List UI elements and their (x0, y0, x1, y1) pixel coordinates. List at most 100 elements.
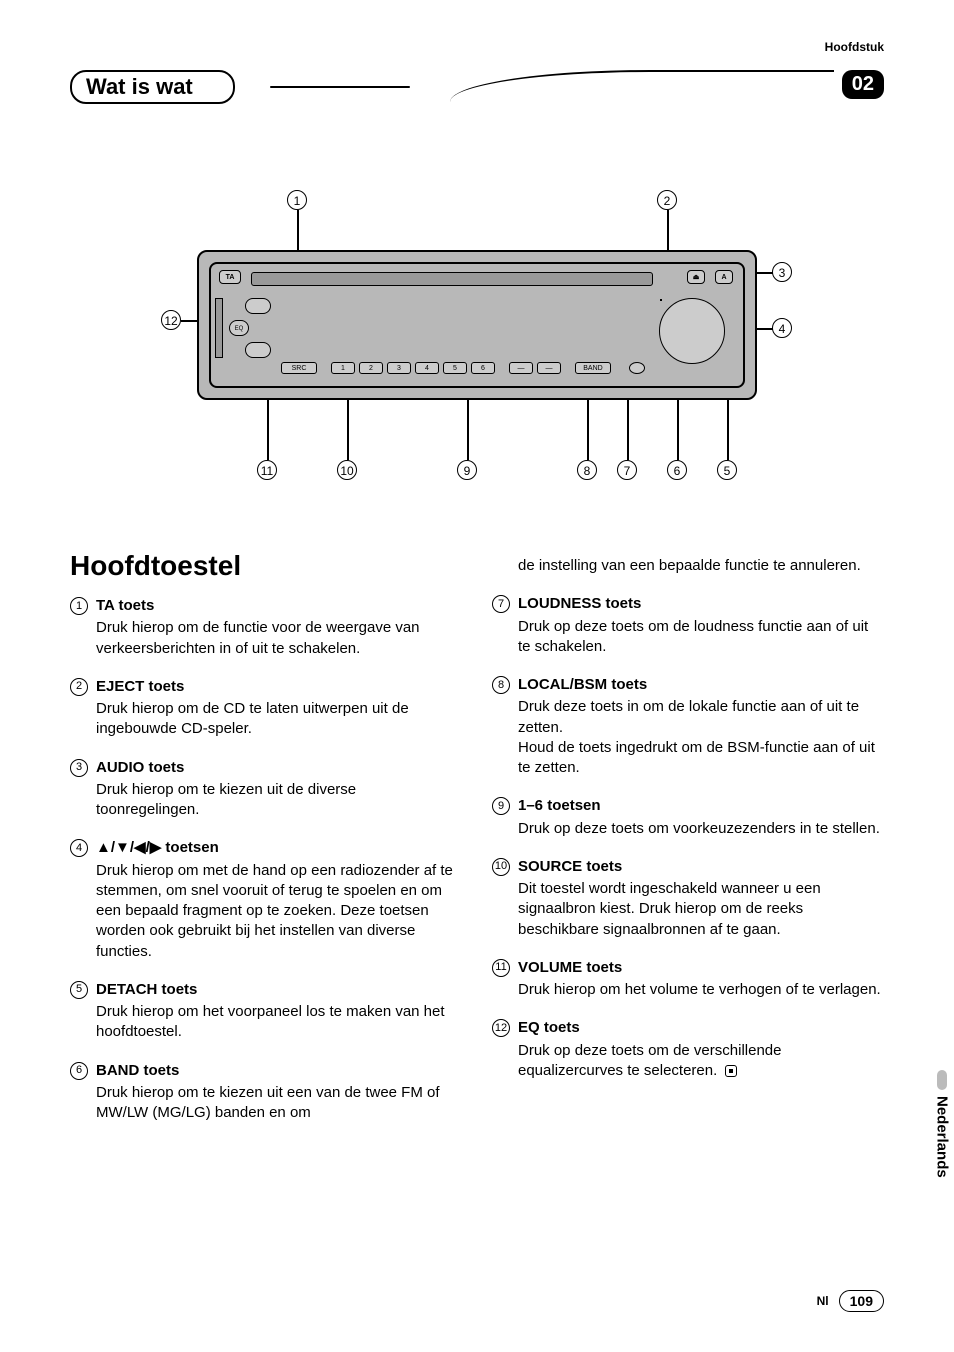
item-title: LOCAL/BSM toets (518, 675, 647, 695)
footer-language: Nl (817, 1294, 829, 1308)
callout-4: 4 (772, 318, 792, 338)
chapter-number-pill: 02 (842, 70, 884, 99)
callout-5: 5 (717, 460, 737, 480)
item-body: Druk hierop om het voorpaneel los te mak… (96, 1002, 462, 1043)
page-footer: Nl 109 (817, 1290, 884, 1312)
leader (267, 398, 269, 460)
band-button-graphic: BAND (575, 362, 611, 374)
item-title: LOUDNESS toets (518, 594, 641, 614)
item-10: 10 SOURCE toets Dit toestel wordt ingesc… (492, 857, 884, 940)
header-divider-left (270, 86, 410, 88)
item-body: Druk op deze toets om de verschillende e… (518, 1041, 884, 1082)
item-3: 3 AUDIO toets Druk hierop om te kiezen u… (70, 758, 462, 821)
item-body: Druk deze toets in om de lokale functie … (518, 697, 884, 778)
left-column: Hoofdtoestel 1 TA toets Druk hierop om d… (70, 550, 462, 1141)
item-body: Druk hierop om het volume te verhogen of… (518, 980, 884, 1000)
item-number: 9 (492, 797, 510, 815)
eq-cluster-graphic: EQ (229, 298, 289, 358)
main-heading: Hoofdtoestel (70, 550, 462, 582)
page-header: Hoofdstuk Wat is wat 02 (70, 60, 884, 110)
head-unit-body: TA ⏏ A EQ SRC 1 2 (197, 250, 757, 400)
item-number: 4 (70, 839, 88, 857)
section-title-pill: Wat is wat (70, 70, 235, 104)
item-title: ▲/▼/◀/▶ toetsen (96, 838, 219, 858)
item-11: 11 VOLUME toets Druk hierop om het volum… (492, 958, 884, 1001)
preset-5: 5 (443, 362, 467, 374)
item-body: Druk hierop om te kiezen uit de diverse … (96, 780, 462, 821)
content-columns: Hoofdtoestel 1 TA toets Druk hierop om d… (70, 550, 884, 1141)
item-title: SOURCE toets (518, 857, 622, 877)
leader (627, 398, 629, 460)
preset-6: 6 (471, 362, 495, 374)
dpad-graphic (659, 298, 725, 364)
preset-2: 2 (359, 362, 383, 374)
item-title: 1–6 toetsen (518, 796, 601, 816)
item-body: de instelling van een bepaalde functie t… (518, 556, 884, 576)
callout-3: 3 (772, 262, 792, 282)
item-body: Dit toestel wordt ingeschakeld wanneer u… (518, 879, 884, 940)
bottom-button-row: SRC 1 2 3 4 5 6 — — BAND (281, 360, 673, 376)
right-column: de instelling van een bepaalde functie t… (492, 550, 884, 1141)
callout-8: 8 (577, 460, 597, 480)
item-title: EJECT toets (96, 677, 184, 697)
item-number: 11 (492, 959, 510, 977)
detach-button-graphic (629, 362, 645, 374)
item-number: 8 (492, 676, 510, 694)
leader (755, 328, 773, 330)
item-6: 6 BAND toets Druk hierop om te kiezen ui… (70, 1061, 462, 1124)
item-number: 7 (492, 595, 510, 613)
leader (347, 398, 349, 460)
page: Hoofdstuk Wat is wat 02 1 2 3 4 12 TA (0, 0, 954, 1352)
item-number: 5 (70, 981, 88, 999)
item-title: EQ toets (518, 1018, 580, 1038)
callout-7: 7 (617, 460, 637, 480)
item-8: 8 LOCAL/BSM toets Druk deze toets in om … (492, 675, 884, 778)
callout-9: 9 (457, 460, 477, 480)
diagram-zone: 1 2 3 4 12 TA ⏏ A (70, 190, 884, 490)
item-title: BAND toets (96, 1061, 179, 1081)
item-5: 5 DETACH toets Druk hierop om het voorpa… (70, 980, 462, 1043)
item-9: 9 1–6 toetsen Druk op deze toets om voor… (492, 796, 884, 839)
head-unit-inner: TA ⏏ A EQ SRC 1 2 (209, 262, 745, 388)
item-title: DETACH toets (96, 980, 197, 1000)
eject-button-graphic: ⏏ (687, 270, 705, 284)
leader (587, 398, 589, 460)
leader (727, 398, 729, 460)
head-unit-diagram: 1 2 3 4 12 TA ⏏ A (157, 190, 797, 490)
leader (467, 398, 469, 460)
item-number: 3 (70, 759, 88, 777)
callout-11: 11 (257, 460, 277, 480)
audio-button-graphic: A (715, 270, 733, 284)
item-6-continuation: de instelling van een bepaalde functie t… (492, 556, 884, 576)
callout-6: 6 (667, 460, 687, 480)
item-body-text: Druk op deze toets om de verschillende e… (518, 1042, 781, 1079)
callout-12: 12 (161, 310, 181, 330)
item-body: Druk hierop om te kiezen uit een van de … (96, 1083, 462, 1124)
end-marker-icon (725, 1065, 737, 1077)
item-number: 1 (70, 597, 88, 615)
callout-1: 1 (287, 190, 307, 210)
item-2: 2 EJECT toets Druk hierop om de CD te la… (70, 677, 462, 740)
ta-button-graphic: TA (219, 270, 241, 284)
preset-4: 4 (415, 362, 439, 374)
item-number: 2 (70, 678, 88, 696)
item-4: 4 ▲/▼/◀/▶ toetsen Druk hierop om met de … (70, 838, 462, 962)
item-number: 10 (492, 858, 510, 876)
side-tab-label: Nederlands (934, 1096, 951, 1178)
header-divider-curve (450, 70, 834, 102)
language-side-tab: Nederlands (930, 1070, 954, 1210)
source-button-graphic: SRC (281, 362, 317, 374)
loudness-button-graphic: — (537, 362, 561, 374)
item-body: Druk hierop om de CD te laten uitwerpen … (96, 699, 462, 740)
item-title: VOLUME toets (518, 958, 622, 978)
item-body: Druk hierop om met de hand op een radioz… (96, 861, 462, 962)
item-title: AUDIO toets (96, 758, 184, 778)
item-1: 1 TA toets Druk hierop om de functie voo… (70, 596, 462, 659)
item-number: 12 (492, 1019, 510, 1037)
item-title: TA toets (96, 596, 154, 616)
side-tab-marker (937, 1070, 947, 1090)
leader (755, 272, 773, 274)
item-12: 12 EQ toets Druk op deze toets om de ver… (492, 1018, 884, 1081)
item-body: Druk op deze toets om de loudness functi… (518, 617, 884, 658)
item-body: Druk op deze toets om voorkeuzezenders i… (518, 819, 884, 839)
